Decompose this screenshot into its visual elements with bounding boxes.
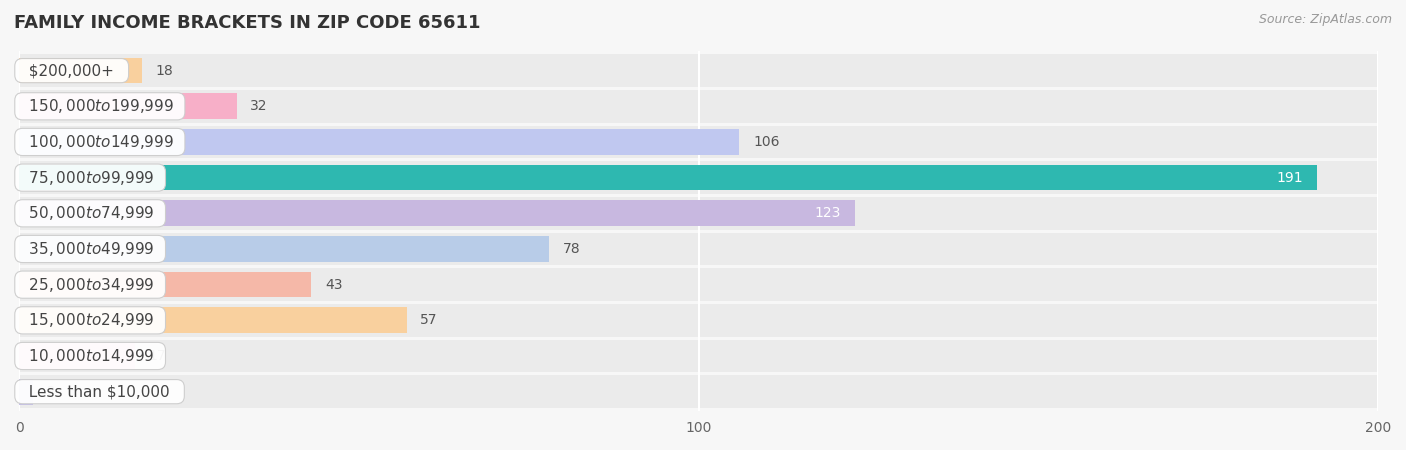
Text: FAMILY INCOME BRACKETS IN ZIP CODE 65611: FAMILY INCOME BRACKETS IN ZIP CODE 65611: [14, 14, 481, 32]
Text: 18: 18: [155, 63, 173, 77]
Bar: [20, 90, 1378, 123]
Bar: [20, 126, 1378, 158]
Bar: [20, 307, 406, 333]
Text: Less than $10,000: Less than $10,000: [20, 384, 180, 399]
Bar: [20, 197, 1378, 230]
Bar: [20, 379, 32, 405]
Text: 78: 78: [562, 242, 581, 256]
Text: $15,000 to $24,999: $15,000 to $24,999: [20, 311, 160, 329]
Bar: [20, 94, 236, 119]
Text: $200,000+: $200,000+: [20, 63, 124, 78]
Text: 43: 43: [325, 278, 343, 292]
Bar: [20, 54, 1378, 87]
Text: $25,000 to $34,999: $25,000 to $34,999: [20, 276, 160, 294]
Text: 191: 191: [1277, 171, 1303, 184]
Text: $150,000 to $199,999: $150,000 to $199,999: [20, 97, 180, 115]
Bar: [20, 236, 550, 262]
Text: 106: 106: [754, 135, 779, 149]
Bar: [20, 58, 142, 83]
Text: 57: 57: [420, 313, 437, 327]
Bar: [20, 200, 855, 226]
Bar: [20, 375, 1378, 408]
Text: $75,000 to $99,999: $75,000 to $99,999: [20, 169, 160, 187]
Text: Source: ZipAtlas.com: Source: ZipAtlas.com: [1258, 14, 1392, 27]
Bar: [20, 165, 1317, 190]
Bar: [20, 268, 1378, 301]
Bar: [20, 343, 135, 369]
Bar: [20, 304, 1378, 337]
Bar: [20, 340, 1378, 373]
Text: $100,000 to $149,999: $100,000 to $149,999: [20, 133, 180, 151]
Text: $10,000 to $14,999: $10,000 to $14,999: [20, 347, 160, 365]
Text: 2: 2: [46, 385, 55, 399]
Text: 32: 32: [250, 99, 267, 113]
Bar: [20, 129, 740, 155]
Text: 17: 17: [149, 349, 166, 363]
Bar: [20, 161, 1378, 194]
Bar: [20, 233, 1378, 266]
Text: $50,000 to $74,999: $50,000 to $74,999: [20, 204, 160, 222]
Bar: [20, 272, 312, 297]
Text: 123: 123: [815, 206, 841, 220]
Text: $35,000 to $49,999: $35,000 to $49,999: [20, 240, 160, 258]
